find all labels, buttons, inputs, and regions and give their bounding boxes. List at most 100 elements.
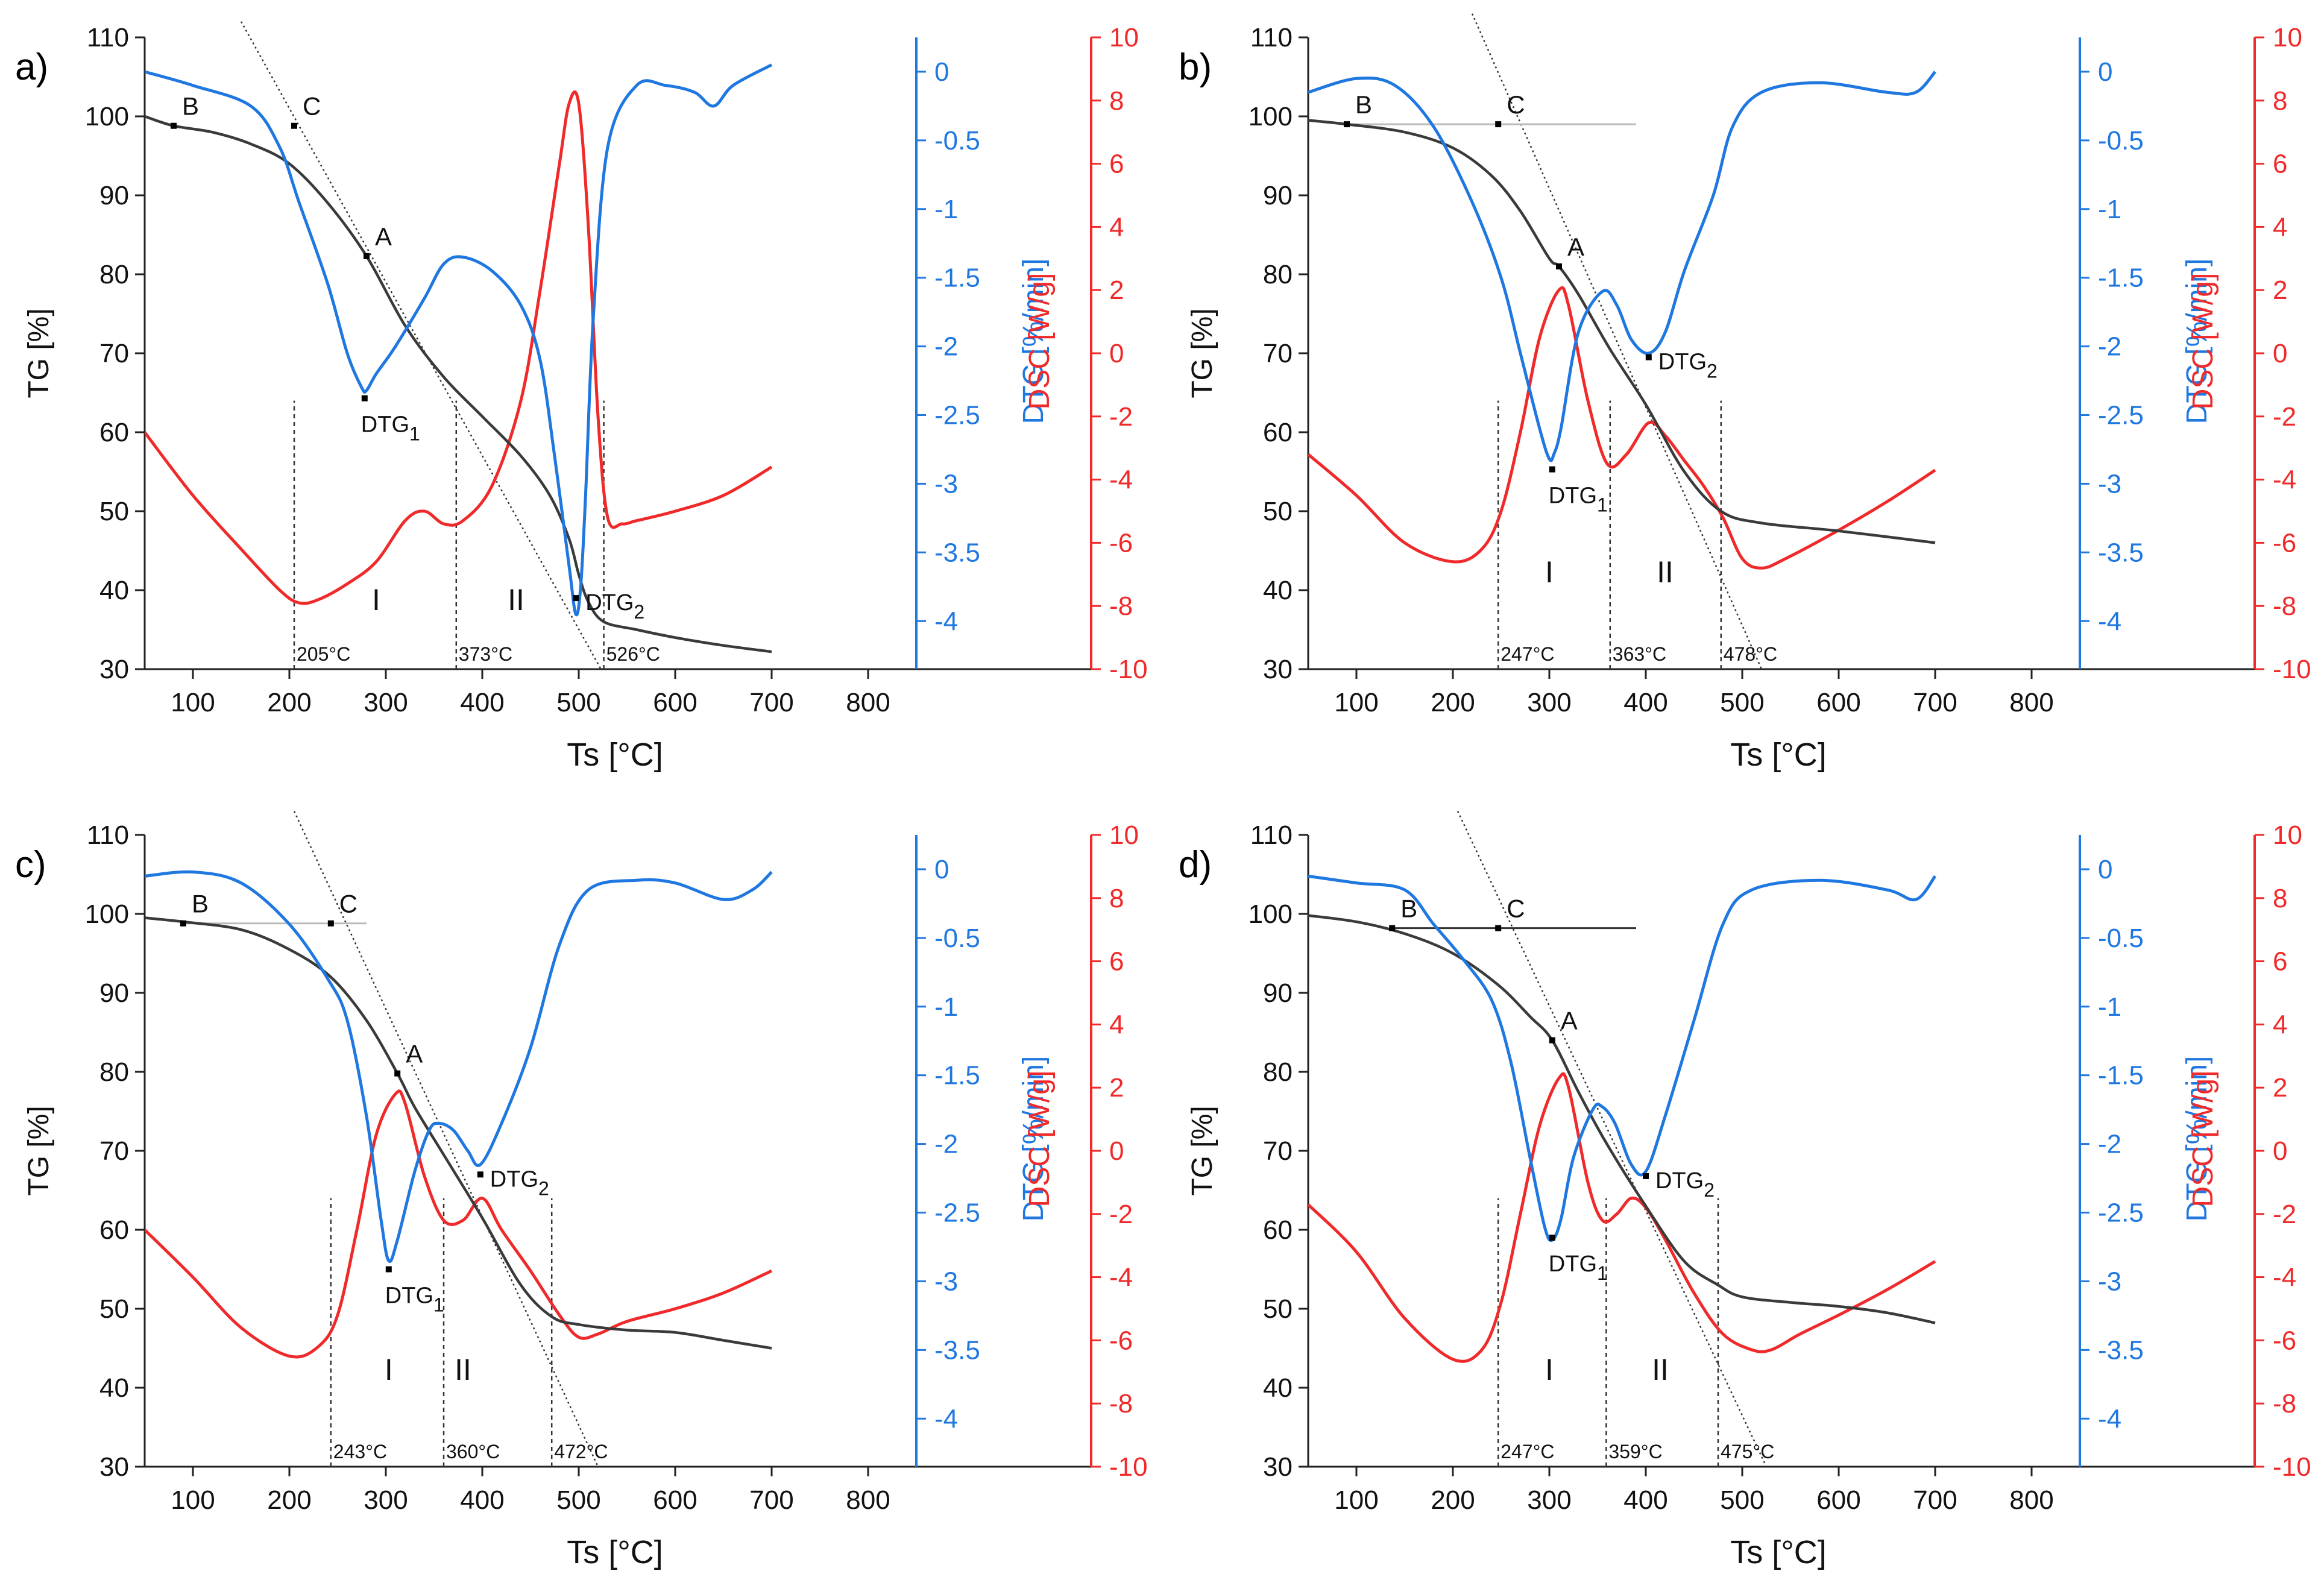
- tg-tick-label: 70: [99, 339, 129, 368]
- dsc-tick-label: -6: [2273, 528, 2296, 558]
- tg-tick-label: 40: [99, 576, 129, 605]
- x-axis-title: Ts [°C]: [567, 737, 663, 773]
- dtg-axis-title: DTG [%/min]: [2181, 1056, 2213, 1222]
- tg-tick-label: 80: [99, 1057, 129, 1087]
- dsc-tick-label: -4: [2273, 465, 2296, 495]
- point-marker-b: [1344, 121, 1350, 128]
- dsc-tick-label: -10: [1109, 1452, 1148, 1482]
- tg-tick-label: 100: [85, 899, 129, 929]
- x-axis-title: Ts [°C]: [1730, 737, 1827, 773]
- dsc-tick-label: -4: [2273, 1263, 2296, 1292]
- x-tick-label: 700: [749, 1485, 793, 1515]
- dtg-axis-title: DTG [%/min]: [2181, 259, 2213, 424]
- dsc-tick-label: 6: [2273, 150, 2287, 179]
- dtg-tick-label: -3.5: [934, 538, 980, 567]
- dtg-axis-title: DTG [%/min]: [1018, 1056, 1050, 1222]
- dtg-tick-label: -1: [2098, 195, 2121, 224]
- tangent-line: [1456, 811, 1768, 1467]
- dsc-tick-label: 2: [1109, 1073, 1124, 1103]
- panel-label: a): [15, 46, 48, 88]
- dsc-tick-label: 2: [2273, 1073, 2287, 1103]
- dtg-tick-label: -1.5: [2098, 1061, 2144, 1091]
- point-marker-a: [1549, 1037, 1555, 1044]
- dtg-tick-label: -1: [2098, 992, 2121, 1022]
- dtg1-label-sub: 1: [1597, 1262, 1608, 1284]
- tg-tick-label: 70: [1263, 1136, 1293, 1166]
- x-tick-label: 100: [171, 688, 215, 717]
- dsc-tick-label: 4: [1109, 1010, 1124, 1039]
- dsc-tick-label: -2: [1109, 402, 1133, 432]
- tg-tick-label: 90: [99, 181, 129, 210]
- dtg1-marker: [385, 1266, 392, 1273]
- dsc-tick-label: -2: [2273, 402, 2296, 432]
- dsc-tick-label: 8: [2273, 86, 2287, 116]
- x-tick-label: 600: [1816, 688, 1860, 717]
- temperature-label: 363°C: [1613, 643, 1666, 665]
- dsc-tick-label: 10: [2273, 23, 2302, 52]
- point-marker-b: [1389, 925, 1396, 931]
- temperature-label: 360°C: [446, 1441, 500, 1462]
- tangent-line: [1471, 13, 1763, 669]
- point-label-b: B: [192, 890, 209, 918]
- dtg-tick-label: -1: [934, 195, 958, 224]
- stage-label: II: [1657, 555, 1674, 589]
- x-tick-label: 800: [2009, 688, 2053, 717]
- tg-series-line: [1308, 914, 1936, 1324]
- point-label-a: A: [1561, 1007, 1578, 1035]
- dsc-tick-label: 8: [2273, 884, 2287, 913]
- x-tick-label: 700: [1913, 1485, 1957, 1515]
- point-label-a: A: [406, 1040, 423, 1068]
- dtg-tick-label: -3: [934, 469, 958, 499]
- dtg-tick-label: -1.5: [934, 1061, 980, 1091]
- dsc-tick-label: 0: [1109, 339, 1124, 368]
- temperature-label: 205°C: [297, 643, 350, 665]
- dsc-series-line: [1308, 1072, 1936, 1363]
- stage-label: I: [1545, 1353, 1554, 1387]
- dtg-series-line: [145, 870, 773, 1263]
- tg-tick-label: 90: [1263, 181, 1293, 210]
- x-tick-label: 400: [1623, 1485, 1667, 1515]
- point-marker-b: [171, 122, 177, 129]
- dtg2-label: DTG2: [1658, 350, 1718, 382]
- dsc-tick-label: 10: [1109, 820, 1139, 850]
- dtg-tick-label: 0: [2098, 57, 2112, 87]
- point-label-a: A: [375, 222, 392, 251]
- dtg1-label-sub: 1: [433, 1294, 444, 1316]
- dsc-tick-label: -8: [1109, 591, 1133, 621]
- point-label-b: B: [182, 92, 199, 121]
- guide-lines: [1347, 13, 1763, 669]
- point-label-b: B: [1400, 895, 1417, 923]
- dtg-tick-label: -2.5: [934, 401, 980, 430]
- dtg1-marker: [1549, 466, 1555, 473]
- dtg-tick-label: -2.5: [934, 1198, 980, 1228]
- dsc-series-line: [145, 90, 773, 605]
- tg-tick-label: 30: [1263, 655, 1293, 684]
- tg-tick-label: 110: [1250, 23, 1293, 52]
- point-marker-a: [394, 1070, 401, 1077]
- point-label-b: B: [1355, 90, 1372, 119]
- point-marker-a: [1556, 263, 1562, 269]
- dsc-tick-label: 2: [2273, 275, 2287, 305]
- dtg-tick-label: -2: [2098, 332, 2121, 362]
- stage-label: II: [455, 1353, 471, 1387]
- x-tick-label: 200: [1431, 1485, 1475, 1515]
- dtg2-label-main: DTG: [1655, 1168, 1704, 1194]
- x-tick-label: 800: [846, 1485, 890, 1515]
- x-axis-title: Ts [°C]: [567, 1534, 663, 1570]
- temperature-label: 247°C: [1501, 1441, 1554, 1462]
- dsc-tick-label: 8: [1109, 884, 1124, 913]
- tg-tick-label: 60: [1263, 1215, 1293, 1245]
- dtg-tick-label: 0: [2098, 855, 2112, 884]
- dsc-tick-label: 4: [1109, 212, 1124, 242]
- tg-tick-label: 80: [1263, 1057, 1293, 1087]
- dtg2-label-main: DTG: [1658, 350, 1707, 375]
- guide-lines: [240, 21, 605, 669]
- dtg-tick-label: 0: [934, 855, 949, 884]
- tg-series-line: [145, 916, 772, 1350]
- dtg-tick-label: -4: [2098, 1404, 2121, 1434]
- dtg-tick-label: -4: [934, 1404, 958, 1434]
- tg-tick-label: 40: [99, 1373, 129, 1403]
- dsc-tick-label: -8: [2273, 591, 2296, 621]
- dtg1-label: DTG1: [385, 1283, 444, 1316]
